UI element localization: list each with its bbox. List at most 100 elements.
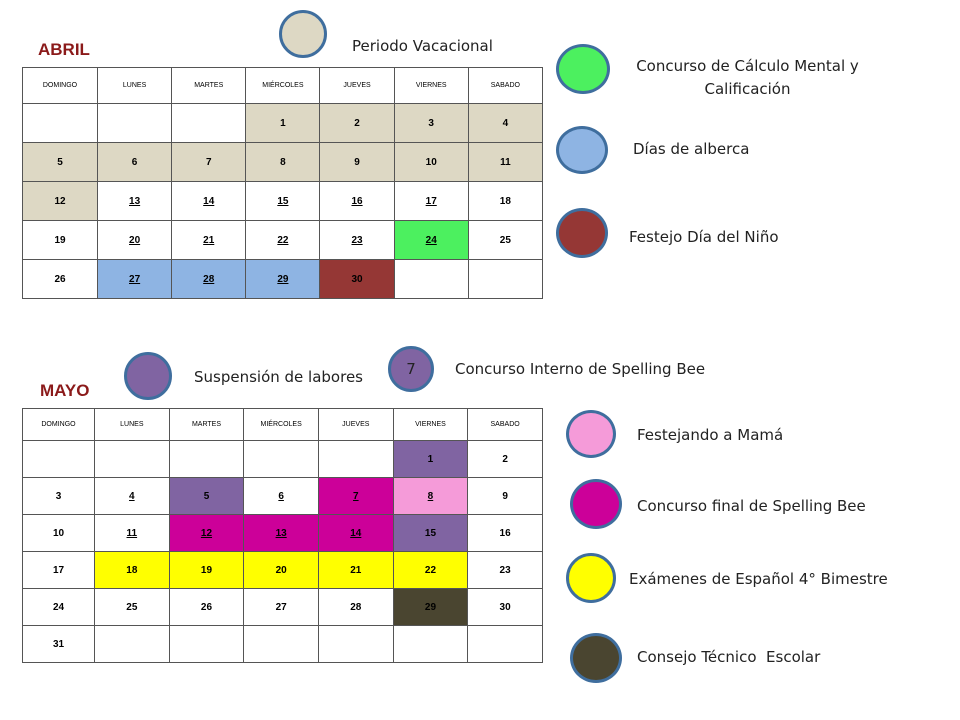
abril-day-cell: 27	[96, 259, 173, 299]
mayo-calendar-table: DOMINGO LUNES MARTES MIÉRCOLES JUEVES VIERNES…	[22, 408, 543, 663]
abril-day-cell: 22	[245, 220, 321, 260]
spelling-interno-number: 7	[406, 360, 416, 378]
abril-day-cell	[22, 103, 98, 143]
abril-day-cell: 9	[319, 142, 395, 182]
mayo-day-cell: 31	[22, 625, 95, 663]
mayo-day-cell	[317, 440, 394, 478]
mayo-day-cell: 12	[168, 514, 245, 552]
abril-day-cell: 11	[467, 142, 543, 182]
abril-week-row: 12 13 14 15 16 17 18	[22, 181, 543, 221]
abril-day-header: SABADO	[467, 67, 543, 104]
spelling-final-swatch	[570, 479, 622, 529]
mayo-day-header: JUEVES	[317, 408, 394, 441]
abril-day-cell: 15	[245, 181, 321, 221]
mayo-day-cell: 19	[168, 551, 245, 589]
abril-day-cell	[393, 259, 469, 299]
mayo-day-cell: 21	[317, 551, 394, 589]
abril-day-cell: 18	[467, 181, 543, 221]
mayo-day-cell	[243, 625, 319, 663]
mayo-day-cell: 6	[243, 477, 319, 515]
mayo-day-cell: 10	[22, 514, 95, 552]
abril-day-cell: 2	[319, 103, 395, 143]
abril-day-header: DOMINGO	[22, 67, 98, 104]
mayo-day-header: MIÉRCOLES	[243, 408, 319, 441]
abril-day-cell: 5	[22, 142, 98, 182]
mayo-title: MAYO	[40, 381, 90, 400]
mayo-day-cell	[243, 440, 319, 478]
mayo-day-cell: 15	[392, 514, 469, 552]
mayo-day-header: LUNES	[94, 408, 170, 441]
abril-day-cell: 1	[245, 103, 321, 143]
periodo-vacacional-label: Periodo Vacacional	[352, 37, 493, 55]
abril-day-cell: 10	[393, 142, 469, 182]
mayo-day-cell: 25	[94, 588, 170, 626]
mayo-day-cell: 17	[22, 551, 95, 589]
mayo-day-cell: 27	[243, 588, 319, 626]
abril-day-cell: 7	[171, 142, 247, 182]
alberca-swatch	[556, 126, 608, 174]
mayo-day-cell	[94, 440, 170, 478]
mayo-day-cell	[467, 625, 543, 663]
abril-day-cell: 29	[245, 259, 321, 299]
abril-calendar-table: DOMINGO LUNES MARTES MIÉRCOLES JUEVES VIERNES…	[22, 67, 543, 299]
mayo-day-cell: 28	[317, 588, 394, 626]
mayo-day-cell: 22	[392, 551, 469, 589]
mayo-week-row: 24 25 26 27 28 29 30	[22, 588, 543, 626]
mayo-day-cell: 13	[243, 514, 319, 552]
suspension-swatch	[124, 352, 172, 400]
mayo-week-row: 10 11 12 13 14 15 16	[22, 514, 543, 552]
mayo-day-header: MARTES	[168, 408, 245, 441]
abril-day-cell: 28	[171, 259, 247, 299]
mayo-day-cell: 2	[467, 440, 543, 478]
abril-day-cell	[96, 103, 173, 143]
mama-label: Festejando a Mamá	[637, 426, 784, 444]
mayo-day-cell: 9	[467, 477, 543, 515]
abril-day-cell: 3	[393, 103, 469, 143]
examenes-label: Exámenes de Español 4° Bimestre	[629, 570, 888, 588]
dia-nino-swatch	[556, 208, 608, 258]
abril-day-cell: 13	[96, 181, 173, 221]
abril-day-header: MIÉRCOLES	[245, 67, 321, 104]
mayo-day-cell: 29	[392, 588, 469, 626]
abril-day-cell: 25	[467, 220, 543, 260]
mayo-week-row: 17 18 19 20 21 22 23	[22, 551, 543, 589]
abril-title: ABRIL	[38, 40, 90, 59]
mayo-day-cell: 20	[243, 551, 319, 589]
abril-week-row: 19 20 21 22 23 24 25	[22, 220, 543, 260]
suspension-label: Suspensión de labores	[194, 368, 363, 386]
spelling-interno-swatch	[388, 346, 434, 392]
spelling-final-label: Concurso final de Spelling Bee	[637, 497, 866, 515]
abril-day-cell: 23	[319, 220, 395, 260]
dia-nino-label: Festejo Día del Niño	[629, 228, 779, 246]
mayo-day-cell	[22, 440, 95, 478]
mayo-day-cell: 7	[317, 477, 394, 515]
mayo-day-cell: 24	[22, 588, 95, 626]
abril-week-row: 5 6 7 8 9 10 11	[22, 142, 543, 182]
abril-day-cell	[171, 103, 247, 143]
mayo-day-header: DOMINGO	[22, 408, 95, 441]
mayo-day-cell	[168, 625, 245, 663]
calculo-mental-label: Concurso de Cálculo Mental y Calificació…	[636, 57, 859, 98]
abril-day-cell: 16	[319, 181, 395, 221]
mayo-day-cell: 30	[467, 588, 543, 626]
consejo-swatch	[570, 633, 622, 683]
examenes-swatch	[566, 553, 616, 603]
mayo-day-cell	[94, 625, 170, 663]
abril-day-cell: 12	[22, 181, 98, 221]
mayo-week-row: 31	[22, 625, 543, 663]
mayo-day-cell	[317, 625, 394, 663]
spelling-interno-label: Concurso Interno de Spelling Bee	[455, 360, 706, 378]
mayo-day-cell: 26	[168, 588, 245, 626]
abril-day-header: MARTES	[171, 67, 247, 104]
mayo-day-cell: 18	[94, 551, 170, 589]
abril-day-cell: 20	[96, 220, 173, 260]
abril-week-row: 26 27 28 29 30	[22, 259, 543, 299]
mayo-day-cell: 23	[467, 551, 543, 589]
abril-day-header: VIERNES	[393, 67, 469, 104]
calculo-mental-swatch	[556, 44, 610, 94]
abril-day-header: LUNES	[96, 67, 173, 104]
mama-swatch	[566, 410, 616, 458]
mayo-day-cell: 1	[392, 440, 469, 478]
